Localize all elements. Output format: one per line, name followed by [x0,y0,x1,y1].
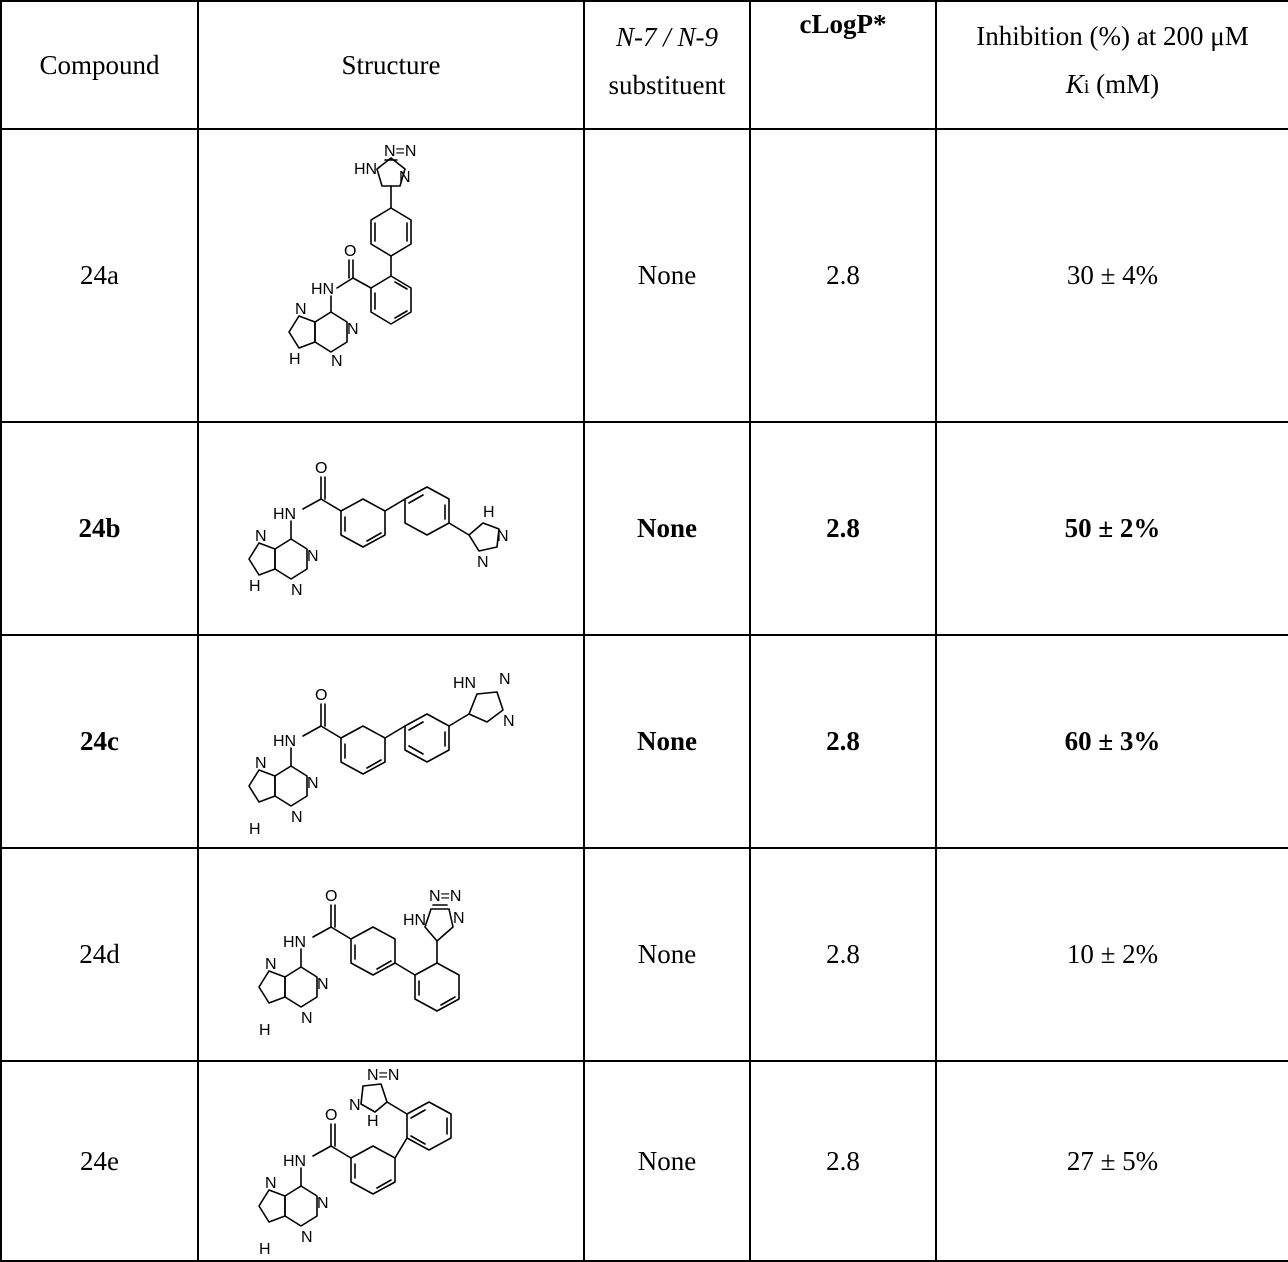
substituent-value: None [583,128,751,423]
svg-text:N: N [295,301,307,318]
svg-text:N: N [301,1229,313,1246]
svg-text:N=N: N=N [429,888,461,905]
table-row: 24e N N N H HN O [0,1060,1288,1262]
svg-text:O: O [325,1107,337,1124]
svg-text:N: N [307,548,319,565]
substituent-value: None [583,634,751,849]
structure-cell: N N N H HN O H N [197,421,585,636]
svg-text:HN: HN [311,281,334,298]
svg-text:H: H [249,578,261,595]
structure-24d-image: N N N H HN O N=N [258,888,465,1039]
header-row: Compound Structure N-7 / N-9 substituent… [0,0,1288,130]
inhibition-value: 30 ± 4% [935,128,1288,423]
svg-text:H: H [259,1022,271,1039]
clogp-value: 2.8 [749,847,937,1062]
table-row: 24d N N N H HN O [0,847,1288,1062]
svg-text:HN: HN [283,1153,306,1170]
substituent-value: None [583,421,751,636]
svg-text:N: N [291,582,303,599]
svg-text:N: N [265,1175,277,1192]
header-ki-k: K [1065,68,1084,99]
svg-text:N=N: N=N [384,143,416,160]
svg-text:HN: HN [273,733,296,750]
header-inhibition: Inhibition (%) at 200 μM Ki (mM) [935,0,1288,130]
structure-24e-image: N N N H HN O N=N N [258,1067,452,1256]
svg-text:O: O [325,888,337,905]
header-inhibition-line1: Inhibition (%) at 200 μM [976,20,1249,51]
svg-text:N: N [301,1010,313,1027]
clogp-value: 2.8 [749,634,937,849]
table-row: 24b N N N H HN O [0,421,1288,636]
svg-text:HN: HN [403,912,426,929]
compound-id: 24c [0,634,199,849]
header-substituent-line2: substituent [608,70,726,100]
header-structure: Structure [197,0,585,130]
svg-text:N: N [331,353,343,370]
svg-text:N: N [347,321,359,338]
svg-text:N: N [265,956,277,973]
svg-text:N: N [317,976,329,993]
svg-text:N: N [499,671,511,688]
header-clogp: cLogP* [749,0,937,130]
svg-text:H: H [259,1241,271,1256]
svg-text:O: O [315,687,327,704]
table-row: 24c N N N H HN O [0,634,1288,849]
svg-text:HN: HN [283,934,306,951]
header-substituent: N-7 / N-9 substituent [583,0,751,130]
substituent-value: None [583,847,751,1062]
structure-cell: N N N H HN O N=N N [197,1060,585,1262]
svg-text:N: N [255,755,267,772]
header-ki: Ki (mM) [937,56,1288,115]
svg-text:HN: HN [273,506,296,523]
header-compound: Compound [0,0,199,130]
svg-text:HN: HN [453,675,476,692]
structure-24b-image: N N N H HN O H N [248,460,509,599]
structure-cell: N=N HN N O HN N [197,128,585,423]
svg-text:N: N [497,528,509,545]
svg-text:H: H [483,504,495,521]
svg-text:H: H [249,821,261,838]
svg-text:N: N [349,1097,361,1114]
svg-text:O: O [315,460,327,477]
header-substituent-line1: N-7 / N-9 [615,22,718,52]
svg-text:N: N [291,809,303,826]
structure-cell: N N N H HN O HN N [197,634,585,849]
inhibition-value: 60 ± 3% [935,634,1288,849]
header-ki-sub: i [1083,75,1090,98]
svg-text:N: N [503,713,515,730]
inhibition-value: 27 ± 5% [935,1060,1288,1262]
compound-id: 24a [0,128,199,423]
table-row: 24a N=N HN N O [0,128,1288,423]
svg-text:H: H [367,1113,379,1130]
svg-text:HN: HN [354,161,377,178]
svg-text:N=N: N=N [367,1067,399,1084]
svg-text:N: N [307,775,319,792]
svg-text:N: N [255,528,267,545]
compound-id: 24b [0,421,199,636]
inhibition-value: 50 ± 2% [935,421,1288,636]
svg-text:N: N [399,169,411,186]
inhibition-value: 10 ± 2% [935,847,1288,1062]
clogp-value: 2.8 [749,1060,937,1262]
structure-24c-image: N N N H HN O HN N [248,671,515,838]
header-clogp-text: cLogP* [799,9,887,39]
header-ki-unit: (mM) [1089,68,1160,99]
svg-text:H: H [289,351,301,368]
structure-cell: N N N H HN O N=N [197,847,585,1062]
compound-id: 24d [0,847,199,1062]
clogp-value: 2.8 [749,421,937,636]
compound-id: 24e [0,1060,199,1262]
svg-text:O: O [344,243,356,260]
svg-text:N: N [317,1195,329,1212]
svg-text:N: N [453,910,465,927]
clogp-value: 2.8 [749,128,937,423]
svg-text:N: N [477,554,489,571]
structure-24a-image: N=N HN N O HN N [288,143,416,370]
substituent-value: None [583,1060,751,1262]
